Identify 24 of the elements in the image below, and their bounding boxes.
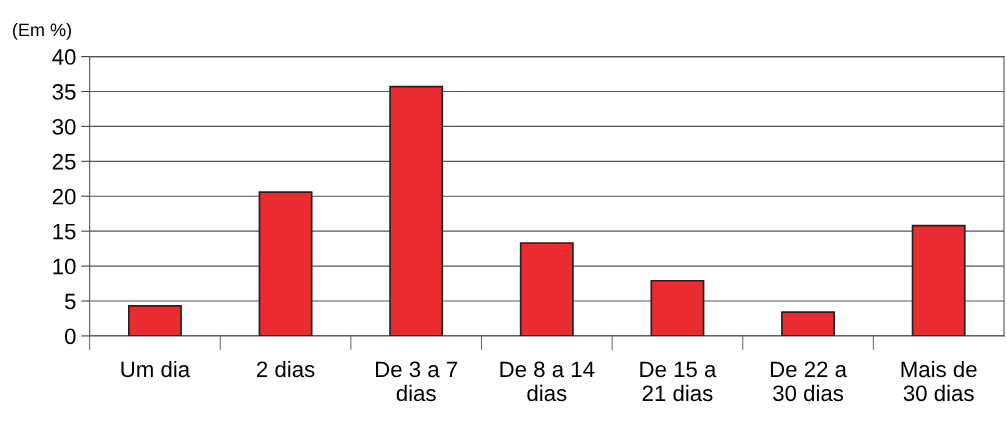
x-tick-label: De 8 a 14 dias <box>500 361 595 402</box>
y-tick-label: 40 <box>52 49 76 65</box>
y-tick-label: 35 <box>52 84 76 100</box>
bar <box>650 279 705 336</box>
y-tick-label: 20 <box>52 188 76 205</box>
y-tick-label: 30 <box>52 118 76 135</box>
y-tick-label: 5 <box>64 293 76 310</box>
bar <box>911 224 966 336</box>
x-tick-label: De 22 a 30 dias <box>770 361 847 402</box>
bar <box>258 191 313 336</box>
y-tick-label: 10 <box>53 258 76 275</box>
x-tick-label: De 15 a 21 dias <box>640 361 717 402</box>
x-tick-label: Mais de 30 dias <box>901 360 977 402</box>
x-tick-label: Um dia <box>121 360 191 378</box>
x-tick-label: 2 dias <box>257 360 315 378</box>
x-tick-label: De 3 a 7 dias <box>376 361 458 402</box>
bar <box>127 305 182 336</box>
y-tick-label: 25 <box>52 153 76 170</box>
y-axis-title: (Em %) <box>13 22 71 40</box>
bar <box>519 242 574 336</box>
bar <box>781 311 836 336</box>
bar <box>389 85 444 336</box>
y-tick-label: 15 <box>53 223 76 240</box>
y-tick-label: 0 <box>64 328 76 345</box>
